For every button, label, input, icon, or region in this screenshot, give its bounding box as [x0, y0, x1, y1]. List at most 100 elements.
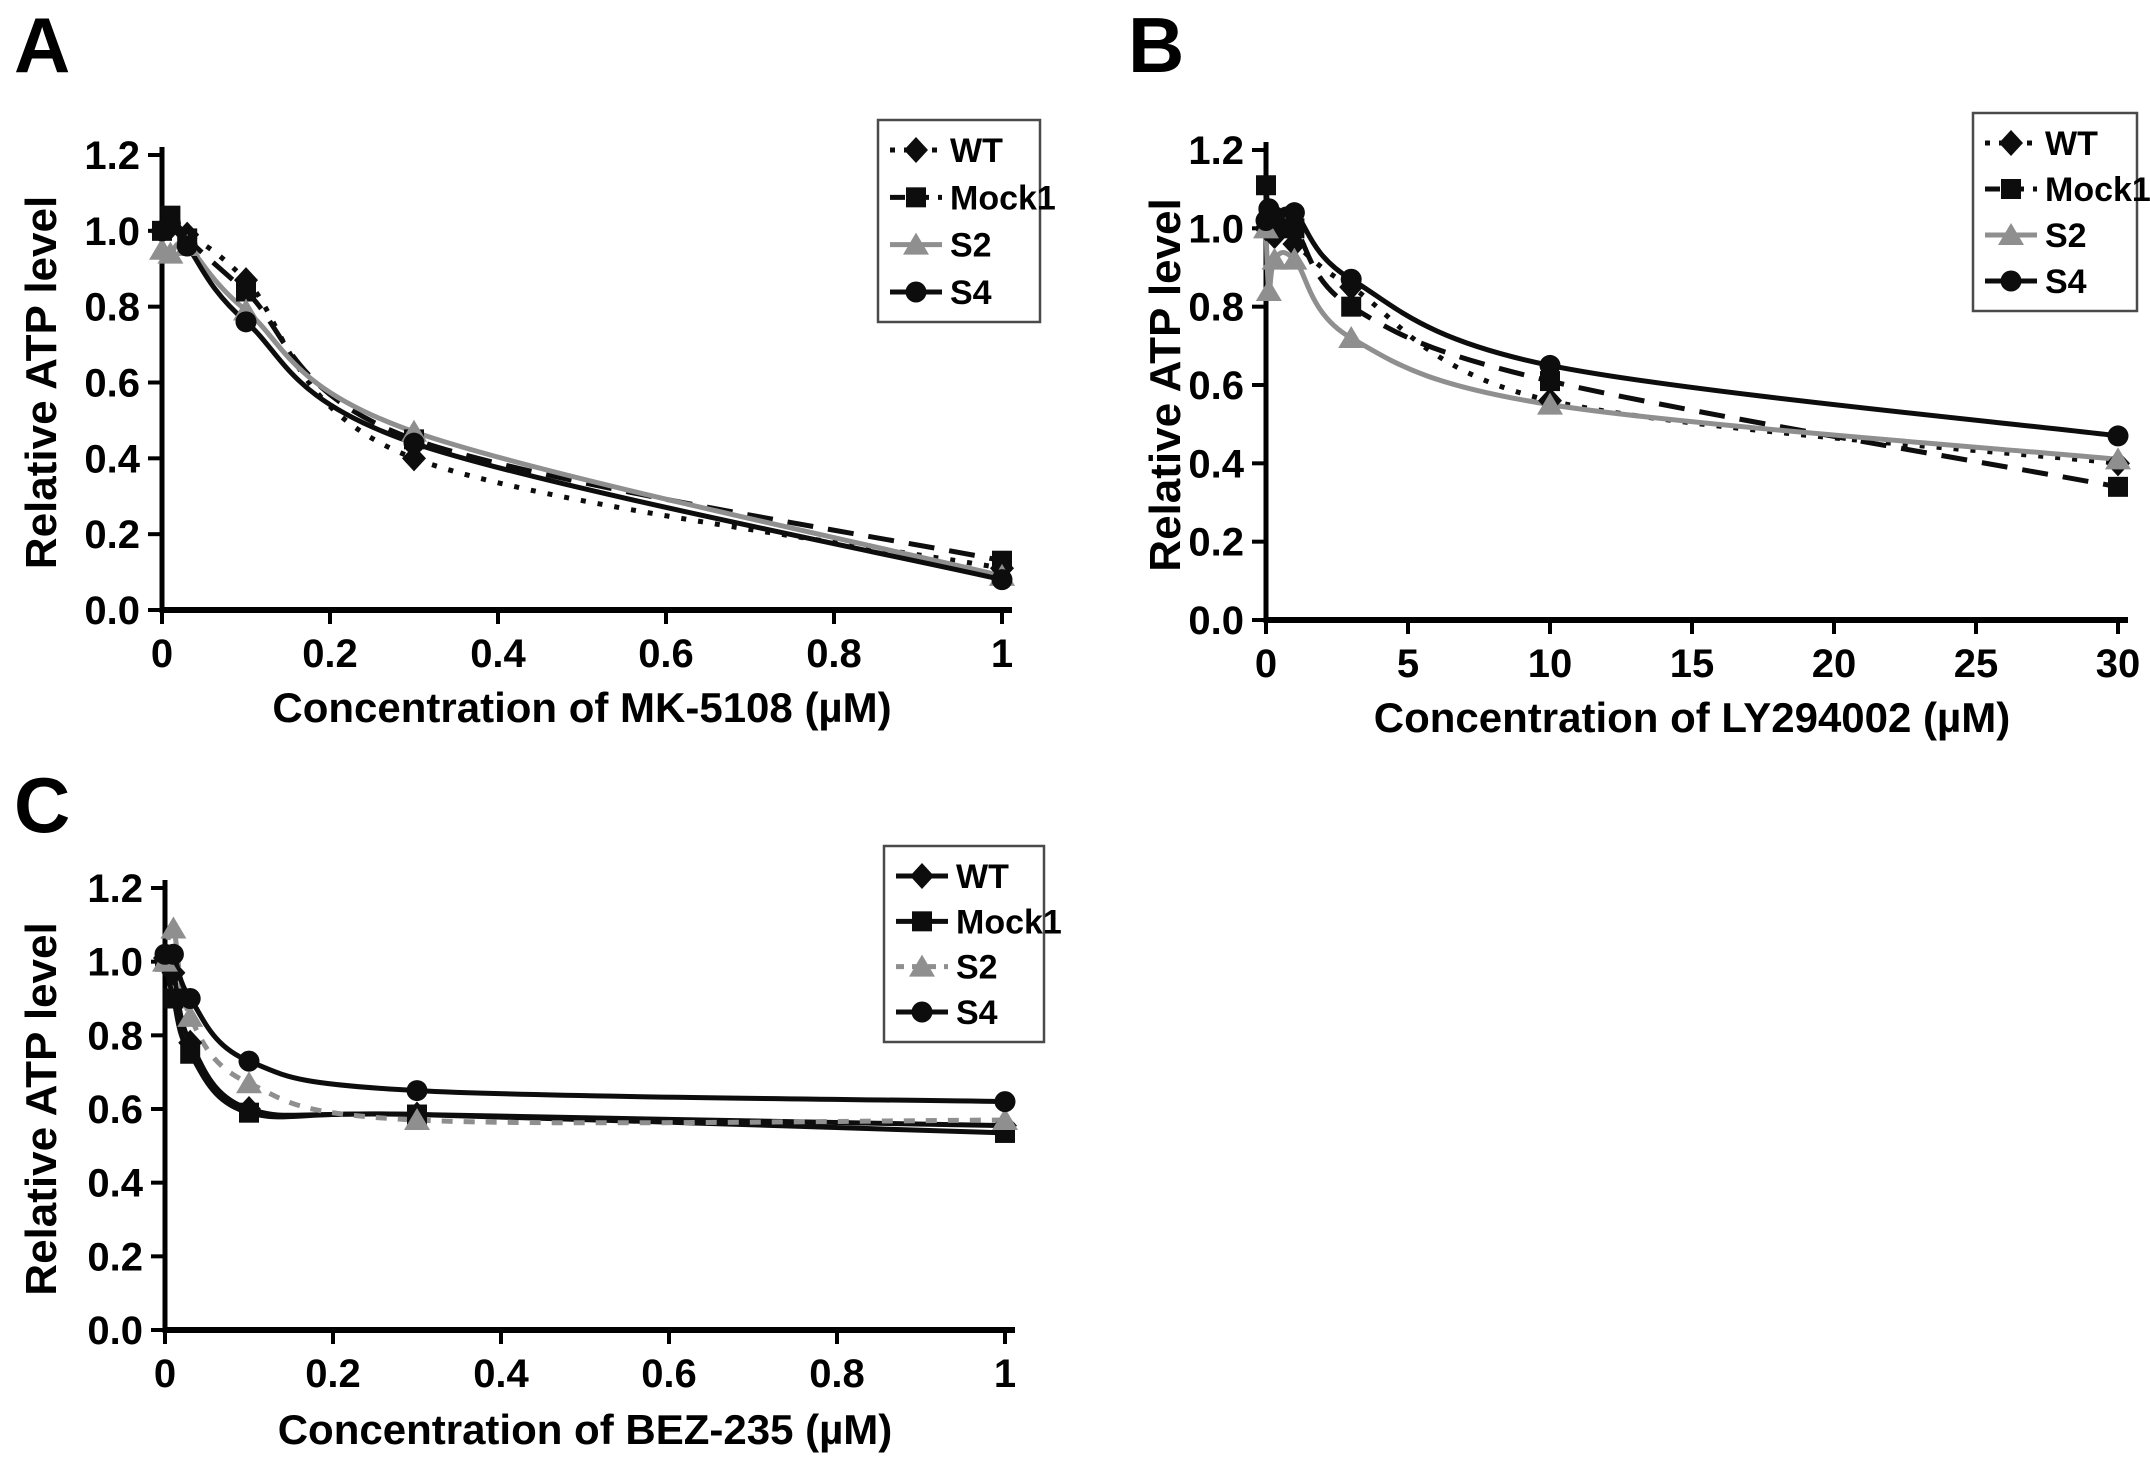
y-tick-label: 0.0: [84, 589, 140, 633]
legend-item-S4: S4: [1985, 263, 2087, 301]
x-tick-label: 0: [1255, 642, 1277, 686]
series-markers-S4: [154, 943, 1016, 1113]
circle-marker: [162, 943, 184, 965]
circle-marker: [1283, 202, 1305, 224]
y-tick-label: 1.0: [1188, 207, 1244, 251]
square-marker: [1341, 296, 1362, 317]
y-tick-label: 0.8: [84, 286, 140, 330]
legend: WT Mock1 S2 S4: [1971, 111, 2150, 313]
legend-label: WT: [956, 858, 1009, 896]
legend-label: Mock1: [950, 179, 1056, 217]
circle-marker: [403, 432, 425, 454]
legend-item-S4: S4: [890, 274, 992, 312]
triangle-marker: [177, 1004, 204, 1027]
series-line-Mock1: [162, 961, 1006, 1136]
legend-box: [882, 844, 1046, 1044]
square-marker: [239, 1102, 259, 1123]
legend-label: Mock1: [956, 903, 1062, 941]
triangle-marker: [404, 1108, 430, 1131]
series-markers-S4: [1255, 198, 2129, 447]
series-line-Mock1: [159, 213, 1003, 564]
x-tick-label: 5: [1397, 642, 1419, 686]
x-tick-label: 0.2: [305, 1352, 361, 1396]
diamond-legend-marker: [910, 863, 934, 889]
legend-item-S2: S2: [896, 949, 998, 987]
triangle-marker: [992, 1108, 1018, 1131]
y-tick-label: 0.4: [84, 437, 140, 481]
y-tick-label: 0.6: [87, 1088, 143, 1132]
y-tick-label: 0.2: [1188, 521, 1244, 565]
legend-label: S4: [2045, 263, 2087, 301]
y-tick-label: 1.0: [87, 941, 143, 985]
triangle-marker: [1261, 247, 1288, 270]
square-marker: [180, 1043, 201, 1064]
circle-legend-marker: [911, 1001, 933, 1023]
y-tick-label: 0.0: [1188, 599, 1244, 643]
circle-marker: [179, 988, 201, 1009]
x-tick-label: 20: [1812, 642, 1857, 686]
legend-item-S2: S2: [890, 227, 992, 265]
square-marker: [1540, 371, 1560, 392]
circle-marker: [176, 235, 198, 257]
legend-item-WT: WT: [1985, 125, 2098, 163]
y-tick-label: 1.2: [1188, 129, 1244, 173]
legend-label: WT: [2045, 125, 2098, 163]
circle-marker: [994, 1091, 1016, 1113]
x-tick-label: 0.6: [641, 1352, 697, 1396]
series-markers-S4: [151, 212, 1013, 591]
circle-marker: [1264, 206, 1286, 228]
circle-marker: [235, 311, 257, 333]
circle-legend-marker: [2000, 270, 2022, 292]
chart-panel-c: 0.0 0.2 0.4 0.6 0.8 1.0 1.2 0 0.2 0.4 0.6 0.8 1 Relat…: [17, 844, 1062, 1453]
legend-label: S4: [950, 274, 992, 312]
x-tick-label: 1: [991, 632, 1013, 676]
x-tick-label: 0.6: [638, 632, 694, 676]
square-legend-marker: [906, 187, 926, 208]
legend-box: [876, 118, 1042, 324]
circle-marker: [159, 212, 181, 234]
square-marker: [992, 550, 1012, 571]
y-tick-label: 0.8: [87, 1014, 143, 1058]
square-marker: [2108, 476, 2128, 497]
circle-marker: [1539, 354, 1561, 376]
triangle-marker: [157, 241, 184, 264]
triangle-marker: [2105, 447, 2131, 470]
legend-box: [1971, 111, 2139, 313]
circle-legend-marker: [905, 281, 927, 303]
series-line-S4: [163, 948, 1006, 1105]
legend-label: S2: [2045, 217, 2087, 255]
y-tick-label: 1.2: [87, 867, 143, 911]
square-legend-marker: [2001, 179, 2021, 199]
x-tick-label: 1: [994, 1352, 1016, 1396]
panel-letter-a: A: [14, 1, 71, 89]
triangle-marker: [236, 1071, 262, 1094]
legend-item-WT: WT: [890, 132, 1003, 170]
x-tick-label: 0.8: [806, 632, 862, 676]
y-tick-label: 0.2: [84, 513, 140, 557]
x-tick-label: 0.2: [302, 632, 358, 676]
series-markers-S2: [1253, 216, 2131, 470]
legend-item-WT: WT: [896, 858, 1009, 896]
x-tick-label: 0.4: [470, 632, 526, 676]
legend-item-S4: S4: [896, 994, 998, 1032]
y-axis-title: Relative ATP level: [17, 922, 66, 1295]
x-tick-label: 0: [154, 1352, 176, 1396]
panel-letter-b: B: [1128, 1, 1185, 89]
circle-marker: [991, 569, 1013, 591]
square-marker: [1284, 218, 1305, 239]
x-axis-title: Concentration of MK-5108 (µM): [272, 684, 891, 731]
x-tick-label: 10: [1528, 642, 1573, 686]
chart-panel-b: 0.0 0.2 0.4 0.6 0.8 1.0 1.2 0 5 10 15 20 25 30 Relativ…: [1141, 111, 2150, 741]
square-marker: [236, 281, 256, 302]
x-tick-label: 0: [151, 632, 173, 676]
y-tick-label: 0.6: [1188, 364, 1244, 408]
y-tick-label: 0.4: [87, 1162, 143, 1206]
diamond-legend-marker: [1999, 130, 2023, 156]
legend-label: S2: [956, 949, 998, 987]
legend-label: WT: [950, 132, 1003, 170]
triangle-marker: [1537, 392, 1563, 415]
series-line-WT: [160, 224, 1003, 571]
square-legend-marker: [912, 911, 932, 932]
x-axis-title: Concentration of BEZ-235 (µM): [278, 1406, 893, 1453]
